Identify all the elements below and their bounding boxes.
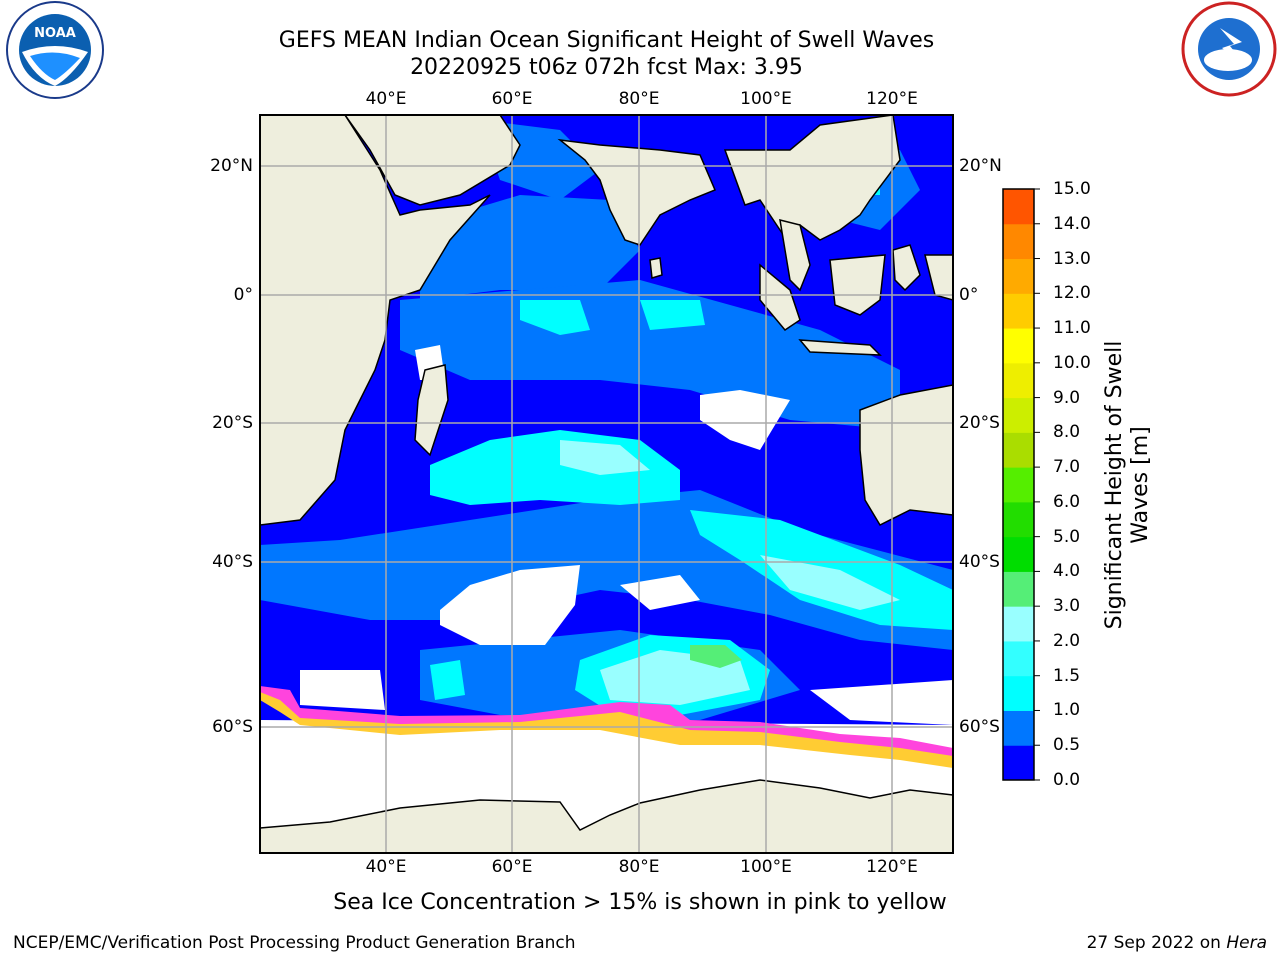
- lat-tick-left: 0°: [233, 285, 253, 305]
- lon-tick-top: 100°E: [740, 89, 792, 109]
- colorbar-label: 13.0: [1053, 248, 1091, 269]
- colorbar-label: 11.0: [1053, 318, 1091, 339]
- colorbar-segment: [1003, 536, 1034, 572]
- colorbar-label: 2.0: [1053, 630, 1081, 651]
- colorbar-segment: [1003, 675, 1034, 711]
- graticule: [260, 115, 953, 853]
- lon-tick-top: 120°E: [866, 89, 918, 109]
- lat-tick-left: 20°S: [212, 413, 253, 433]
- nws-logo: [1181, 1, 1277, 97]
- footer-credit: NCEP/EMC/Verification Post Processing Pr…: [13, 933, 576, 953]
- lon-tick-bottom: 80°E: [618, 857, 660, 877]
- colorbar-label: 8.0: [1053, 422, 1081, 443]
- colorbar-segment: [1003, 293, 1034, 329]
- map-frame: [259, 114, 954, 854]
- lon-tick-bottom: 120°E: [866, 857, 918, 877]
- colorbar-segment: [1003, 258, 1034, 294]
- colorbar-label: 9.0: [1053, 387, 1081, 408]
- lon-tick-bottom: 60°E: [491, 857, 533, 877]
- lat-tick-right: 0°: [959, 285, 979, 305]
- colorbar-segment: [1003, 432, 1034, 468]
- colorbar-frame: [1002, 188, 1035, 781]
- colorbar-label: 1.5: [1053, 665, 1081, 686]
- footer-date: 27 Sep 2022 on Hera: [1087, 933, 1267, 953]
- colorbar-segment: [1003, 189, 1034, 225]
- colorbar-title-line2: Waves [m]: [1128, 426, 1153, 544]
- colorbar-label: 10.0: [1053, 352, 1091, 373]
- colorbar-label: 1.0: [1053, 700, 1081, 721]
- colorbar-segment: [1003, 745, 1034, 781]
- lon-tick-bottom: 40°E: [365, 857, 407, 877]
- colorbar-label: 0.0: [1053, 770, 1081, 790]
- colorbar-title: Significant Height of Swell Waves [m]: [1102, 341, 1154, 630]
- colorbar-segment: [1003, 501, 1034, 538]
- lon-tick-top: 60°E: [491, 89, 533, 109]
- noaa-logo: NOAA: [6, 1, 104, 99]
- colorbar-label: 0.5: [1053, 735, 1081, 756]
- lat-tick-left: 60°S: [212, 717, 253, 737]
- colorbar-segment: [1003, 328, 1034, 364]
- colorbar-label: 15.0: [1053, 179, 1091, 199]
- swell-max-patch: [690, 645, 742, 668]
- lat-tick-left: 20°N: [210, 156, 253, 176]
- colorbar-label: 7.0: [1053, 457, 1081, 478]
- colorbar-segment: [1003, 640, 1034, 677]
- colorbar-label: 12.0: [1053, 283, 1091, 304]
- colorbar-label: 5.0: [1053, 526, 1081, 547]
- lon-tick-top: 80°E: [618, 89, 660, 109]
- lat-tick-right: 60°S: [959, 717, 1000, 737]
- map-area: [260, 115, 953, 853]
- colorbar-segment: [1003, 467, 1034, 503]
- sea-ice-caption: Sea Ice Concentration > 15% is shown in …: [333, 890, 947, 915]
- lon-tick-bottom: 100°E: [740, 857, 792, 877]
- colorbar-title-line1: Significant Height of Swell: [1102, 340, 1127, 630]
- chart-subtitle: 20220925 t06z 072h fcst Max: 3.95: [410, 55, 803, 80]
- colorbar-label: 4.0: [1053, 561, 1081, 582]
- footer-date-text: 27 Sep 2022 on: [1086, 933, 1221, 953]
- colorbar: [1003, 188, 1040, 781]
- lat-tick-right: 20°S: [959, 413, 1000, 433]
- svg-text:NOAA: NOAA: [34, 26, 76, 41]
- colorbar-label: 14.0: [1053, 213, 1091, 234]
- colorbar-segment: [1003, 571, 1034, 607]
- colorbar-segment: [1003, 223, 1034, 260]
- colorbar-segment: [1003, 606, 1034, 642]
- sea-ice-edge: [260, 686, 953, 768]
- colorbar-label: 3.0: [1053, 596, 1081, 617]
- colorbar-segment: [1003, 710, 1034, 746]
- lat-tick-right: 40°S: [959, 552, 1000, 572]
- lat-tick-left: 40°S: [212, 552, 253, 572]
- colorbar-segment: [1003, 362, 1034, 399]
- lon-tick-top: 40°E: [365, 89, 407, 109]
- chart-title: GEFS MEAN Indian Ocean Significant Heigh…: [278, 28, 935, 53]
- colorbar-segment: [1003, 397, 1034, 433]
- colorbar-label: 6.0: [1053, 491, 1081, 512]
- footer-host: Hera: [1226, 933, 1267, 953]
- lat-tick-right: 20°N: [959, 156, 1002, 176]
